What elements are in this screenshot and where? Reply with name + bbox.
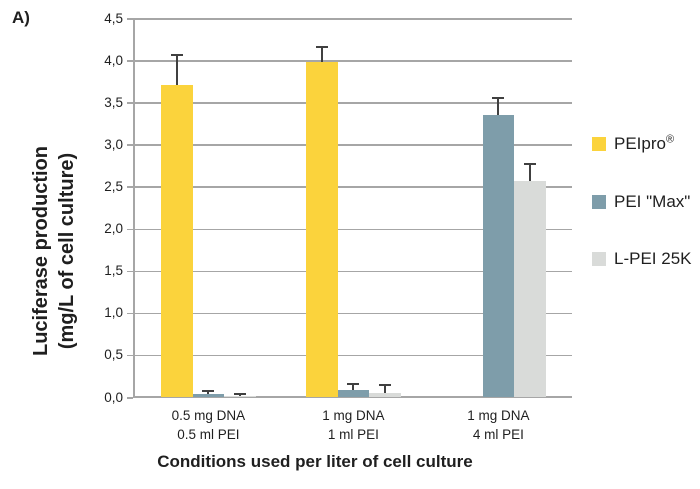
y-tick-label: 0,0 (104, 389, 123, 405)
panel-label: A) (12, 8, 30, 27)
y-tick-label: 4,0 (104, 52, 123, 68)
y-axis-tickmark (127, 186, 133, 188)
gridline (133, 354, 572, 357)
y-tick-label: 0,5 (104, 347, 123, 363)
legend-swatch-icon (592, 136, 606, 151)
bar-l-pei-25k (224, 396, 256, 397)
y-axis-tickmark (127, 102, 133, 104)
y-tick-label: 2,0 (104, 221, 123, 237)
error-bar-cap (524, 162, 536, 165)
y-axis-line (133, 18, 135, 397)
y-tick-label: 2,5 (104, 178, 123, 194)
x-category-label: 1 mg DNA 4 ml PEI (433, 406, 563, 444)
registered-trademark-symbol: ® (665, 133, 675, 145)
y-tick-label: 1,0 (104, 305, 123, 321)
error-bar-whisker (384, 385, 386, 393)
error-bar-whisker (529, 163, 531, 181)
x-category-label-line2: 4 ml PEI (472, 427, 524, 442)
x-category-label-line1: 1 mg DNA (467, 408, 530, 423)
x-category-label: 1 mg DNA 1 ml PEI (288, 406, 418, 444)
y-axis-tickmark (127, 354, 133, 357)
y-tick-label: 4,5 (104, 10, 123, 26)
y-tick-label: 3,0 (104, 136, 123, 152)
legend-swatch-icon (592, 195, 606, 209)
error-bar-cap (492, 97, 505, 99)
error-bar-whisker (175, 55, 178, 85)
error-bar-whisker (497, 98, 500, 115)
legend-item: PEIpro® (592, 133, 675, 153)
bar-peipro (306, 61, 338, 397)
gridline (133, 228, 572, 231)
y-axis-tickmark (127, 228, 133, 231)
y-axis-tickmark (127, 144, 133, 146)
error-bar-cap (347, 383, 360, 386)
error-bar-cap (379, 384, 391, 387)
gridline (133, 102, 572, 104)
legend-label: L-PEI 25K (614, 249, 692, 268)
gridline (133, 60, 572, 62)
x-axis-line (133, 396, 572, 398)
error-bar-whisker (352, 384, 355, 391)
y-axis-tickmark (127, 18, 133, 20)
error-bar-whisker (320, 46, 323, 62)
legend-label: PEI "Max" (614, 192, 691, 211)
gridline (133, 18, 572, 20)
bar-peipro (161, 84, 193, 397)
error-bar-cap (315, 45, 328, 48)
y-axis-tickmark (127, 397, 133, 399)
y-tick-label: 3,5 (104, 94, 123, 110)
x-category-label-line2: 0.5 ml PEI (177, 427, 240, 442)
legend-label: PEIpro® (614, 133, 675, 153)
gridline (133, 144, 572, 146)
x-axis-title: Conditions used per liter of cell cultur… (157, 452, 473, 471)
y-axis-tickmark (127, 312, 133, 315)
gridline (133, 312, 572, 315)
bar-pei-max- (337, 390, 370, 397)
bar-l-pei-25k (369, 392, 401, 397)
legend-item: L-PEI 25K (592, 249, 692, 268)
error-bar-cap (234, 393, 246, 396)
y-tick-label: 1,5 (104, 263, 123, 279)
x-category-label-line1: 1 mg DNA (322, 408, 385, 423)
error-bar-whisker (207, 391, 210, 395)
error-bar-cap (202, 390, 215, 393)
legend-swatch-icon (592, 252, 606, 266)
bar-l-pei-25k (514, 180, 546, 397)
error-bar-cap (170, 54, 183, 57)
bar-pei-max- (482, 114, 515, 397)
legend-item: PEI "Max" (592, 192, 691, 211)
x-category-label: 0.5 mg DNA 0.5 ml PEI (143, 406, 273, 444)
bar-pei-max- (192, 394, 225, 397)
y-axis-tickmark (127, 270, 133, 273)
y-axis-tickmark (127, 60, 133, 62)
x-category-label-line2: 1 ml PEI (327, 427, 379, 442)
gridline (133, 270, 572, 273)
x-category-label-line1: 0.5 mg DNA (171, 408, 246, 423)
gridline (133, 186, 572, 188)
